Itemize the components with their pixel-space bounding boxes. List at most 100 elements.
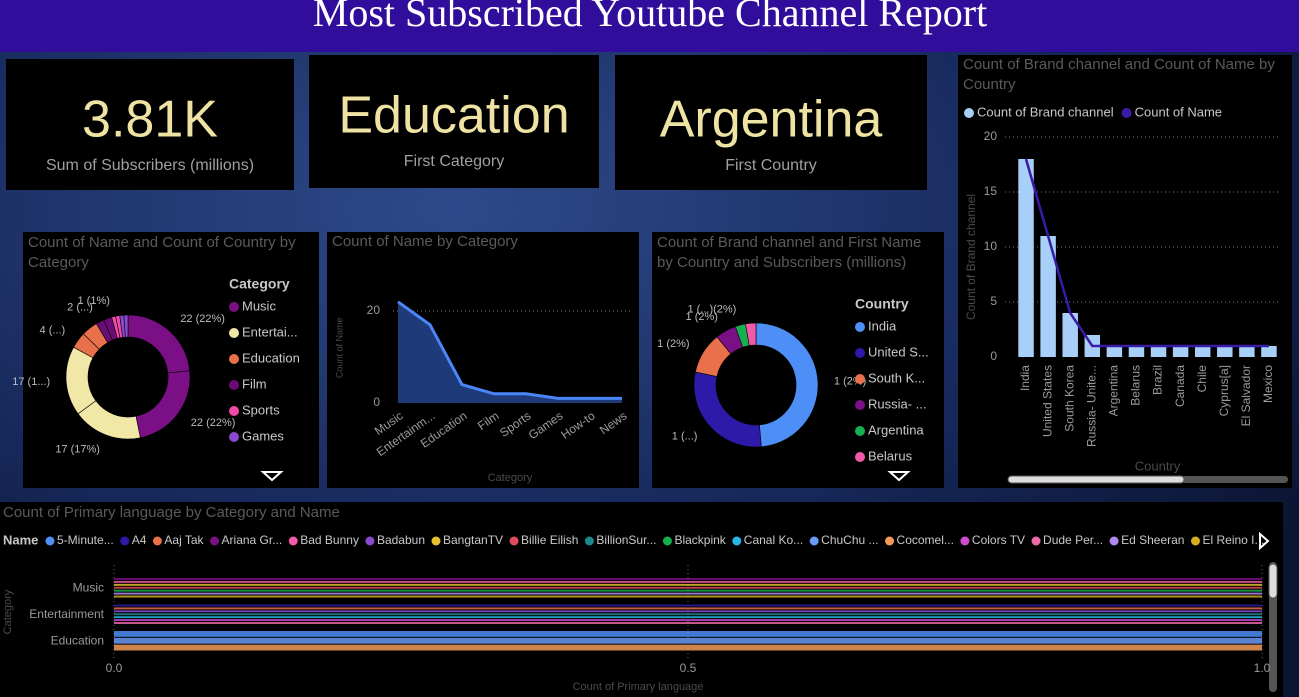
- data-label: 1 (...)(2%): [687, 303, 736, 315]
- y-tick-label: 20: [984, 129, 998, 143]
- chart-title: Count of Name by Category: [332, 233, 518, 250]
- x-tick-label: Cyprus[a]: [1217, 365, 1231, 416]
- x-tick-label: India: [1018, 365, 1032, 391]
- bar: [1040, 236, 1056, 357]
- bar: [114, 610, 1262, 613]
- x-tick-label: United States: [1040, 365, 1054, 437]
- x-tick-label: Argentina: [1107, 365, 1121, 417]
- legend-label: Badabun: [377, 533, 425, 547]
- legend-swatch: [229, 432, 239, 442]
- legend-more-button[interactable]: [260, 471, 284, 482]
- x-tick-label: Canada: [1173, 365, 1187, 407]
- y-axis-label: Count of Brand channel: [964, 194, 978, 320]
- legend-label: Dude Per...: [1043, 533, 1103, 547]
- bar: [114, 631, 1262, 637]
- x-tick-label: Brazil: [1151, 365, 1165, 395]
- legend-swatch: [45, 536, 55, 546]
- data-label: 1 (2%): [657, 338, 689, 350]
- legend-label: Canal Ko...: [744, 533, 803, 547]
- x-axis-label: Count of Primary language: [573, 681, 704, 693]
- legend-swatch: [229, 302, 239, 312]
- data-label: 1 (1%): [78, 295, 110, 307]
- legend-swatch: [855, 348, 865, 358]
- line: [1024, 158, 1269, 348]
- y-tick-label: 0: [990, 349, 997, 363]
- bar: [114, 583, 1262, 586]
- bar: [1128, 346, 1145, 357]
- bar: [1062, 313, 1078, 357]
- data-label: 4 (...): [40, 325, 66, 337]
- legend-more-button[interactable]: [887, 471, 911, 482]
- card: [309, 55, 599, 188]
- bar: [1018, 159, 1034, 357]
- y-tick-label: 10: [984, 239, 998, 253]
- bar: [114, 595, 1262, 598]
- legend-label: Belarus: [868, 448, 913, 463]
- bar: [114, 604, 1262, 607]
- data-label: 22 (22%): [180, 313, 225, 325]
- scrollbar-thumb[interactable]: [1007, 475, 1185, 484]
- scrollbar-thumb[interactable]: [1268, 563, 1278, 599]
- legend-label: Count of Name: [1135, 104, 1222, 119]
- legend-swatch: [855, 322, 865, 332]
- legend-label: Count of Brand channel: [977, 104, 1114, 119]
- legend-label: United S...: [868, 344, 929, 359]
- bar: [1261, 346, 1277, 357]
- card-label: Sum of Subscribers (millions): [46, 157, 254, 174]
- y-axis-label: Category: [2, 589, 14, 634]
- chart-title: Count of Primary language by Category an…: [3, 504, 340, 521]
- legend-label: Entertai...: [242, 324, 298, 339]
- bar: [1106, 346, 1123, 357]
- y-tick-label: Entertainment: [29, 607, 104, 621]
- bar: [114, 586, 1262, 589]
- bar: [1194, 346, 1211, 357]
- legend-label: Education: [242, 350, 300, 365]
- legend-label: Billie Eilish: [521, 533, 578, 547]
- legend-swatch: [152, 536, 162, 546]
- legend-swatch: [431, 536, 441, 546]
- legend-swatch: [120, 536, 130, 546]
- legend-label: Music: [242, 298, 276, 313]
- legend-label: Blackpink: [674, 533, 726, 547]
- legend-swatch: [809, 536, 819, 546]
- legend-swatch: [855, 426, 865, 436]
- bar: [114, 589, 1262, 592]
- legend-swatch: [229, 328, 239, 338]
- legend-label: Cocomel...: [897, 533, 954, 547]
- legend-label: ChuChu ...: [821, 533, 878, 547]
- legend-label: Argentina: [868, 422, 924, 437]
- card-label: First Country: [725, 157, 817, 174]
- y-tick-label: 5: [990, 294, 997, 308]
- legend-swatch: [1031, 536, 1041, 546]
- legend-label: Russia- ...: [868, 396, 927, 411]
- legend-swatch: [732, 536, 742, 546]
- legend-label: Aaj Tak: [164, 533, 204, 547]
- chart-title: Count of Brand channel and First Name by …: [657, 234, 921, 271]
- x-tick-label: Mexico: [1261, 365, 1275, 403]
- card: [615, 55, 927, 190]
- header: [0, 0, 1299, 52]
- x-tick-label: Belarus: [1129, 365, 1143, 406]
- bar: [114, 616, 1262, 619]
- legend-label: Ed Sheeran: [1121, 533, 1184, 547]
- legend-label: Bad Bunny: [300, 533, 359, 547]
- bar: [114, 622, 1262, 624]
- legend-next-button[interactable]: [1259, 531, 1270, 551]
- x-tick-label: South Korea: [1062, 365, 1076, 432]
- donut-segment: [745, 322, 757, 346]
- legend-swatch: [964, 108, 974, 118]
- legend-swatch: [509, 536, 519, 546]
- bar: [114, 578, 1262, 580]
- y-tick-label: Education: [51, 633, 104, 647]
- legend-label: Colors TV: [972, 533, 1025, 547]
- legend-swatch: [210, 536, 220, 546]
- bar: [114, 644, 1262, 651]
- y-axis-label: Count of Name: [334, 318, 344, 379]
- legend-swatch: [288, 536, 298, 546]
- legend-swatch: [584, 536, 594, 546]
- panel: [0, 502, 1283, 697]
- legend-title: Country: [855, 296, 909, 312]
- x-tick-label: Chile: [1195, 365, 1209, 393]
- legend-swatch: [1121, 108, 1132, 118]
- legend-swatch: [229, 354, 239, 364]
